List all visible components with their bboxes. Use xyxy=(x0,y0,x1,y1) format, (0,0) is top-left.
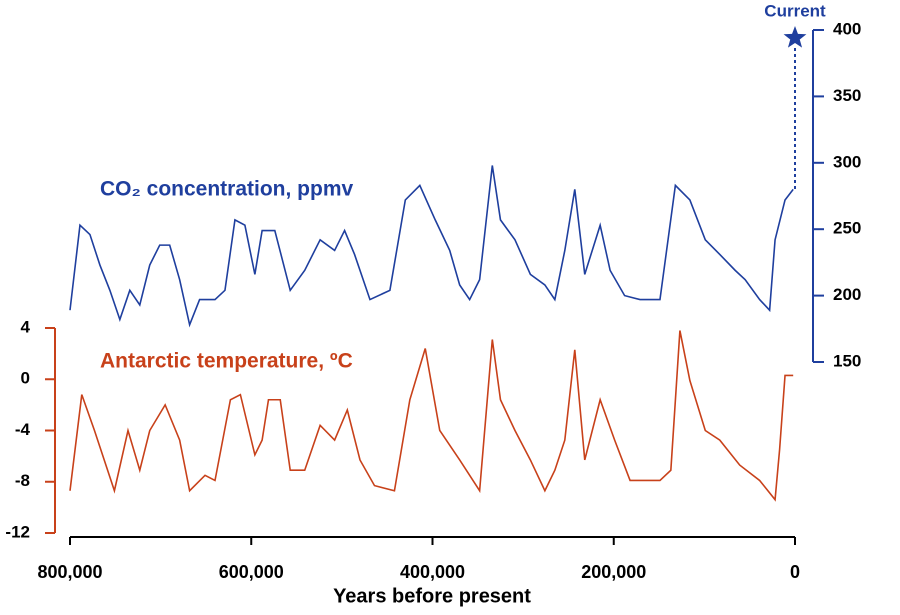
y-tick-label: -8 xyxy=(15,471,30,490)
y-tick-label: -4 xyxy=(15,420,31,439)
data-line xyxy=(69,330,794,502)
x-axis-label: Years before present xyxy=(333,585,531,607)
series-label: Antarctic temperature, ºC xyxy=(100,350,353,373)
x-tick-label: 800,000 xyxy=(37,562,102,582)
series-label: CO₂ concentration, ppmv xyxy=(100,178,354,201)
y2-tick-label: 200 xyxy=(833,285,861,304)
data-line xyxy=(69,165,794,328)
x-tick-label: 400,000 xyxy=(400,562,465,582)
y-tick-label: 4 xyxy=(21,317,31,336)
annotation-label: Current xyxy=(764,1,826,20)
y2-tick-label: 400 xyxy=(833,19,861,38)
x-tick-label: 600,000 xyxy=(219,562,284,582)
y2-tick-label: 300 xyxy=(833,152,861,171)
y-tick-label: 0 xyxy=(21,369,30,388)
y-tick-label: -12 xyxy=(5,522,30,541)
x-tick-label: 0 xyxy=(790,562,800,582)
current-star xyxy=(783,25,807,48)
y2-tick-label: 250 xyxy=(833,219,861,238)
y2-tick-label: 150 xyxy=(833,351,861,370)
y2-tick-label: 350 xyxy=(833,86,861,105)
x-tick-label: 200,000 xyxy=(581,562,646,582)
